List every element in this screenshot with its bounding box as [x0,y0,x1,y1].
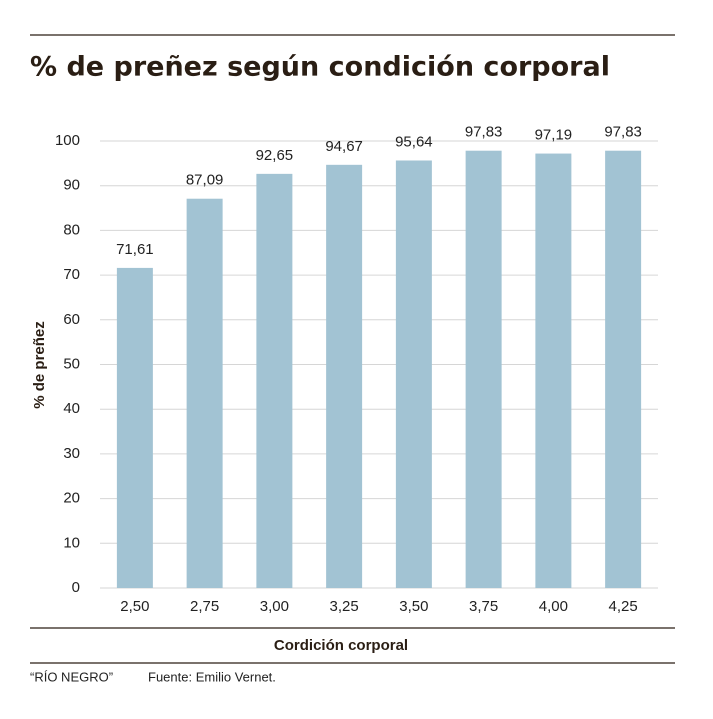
bar [395,160,432,588]
value-label: 94,67 [325,138,363,155]
x-tick-label: 2,75 [190,598,219,615]
value-label: 95,64 [395,133,433,150]
value-label: 97,83 [604,124,642,141]
bar [116,267,153,588]
bar [186,198,223,588]
x-tick-label: 3,75 [469,598,498,615]
value-label: 92,65 [256,147,294,164]
y-tick-label: 0 [72,579,80,596]
y-tick-label: 60 [63,311,80,328]
bar [465,150,502,589]
bar [326,164,363,588]
y-tick-label: 80 [63,221,80,238]
value-label: 87,09 [186,172,224,189]
chart-title: % de preñez según condición corporal [30,52,610,83]
y-tick-label: 30 [63,445,80,462]
credit: “RÍO NEGRO” [30,669,113,684]
x-tick-label: 4,00 [539,598,568,615]
bar [535,153,572,588]
bar [256,173,293,589]
value-label: 97,19 [535,127,573,144]
y-tick-label: 90 [63,177,80,194]
y-tick-label: 50 [63,355,80,372]
x-tick-label: 3,50 [399,598,428,615]
x-tick-label: 3,25 [330,598,359,615]
value-label: 71,61 [116,241,154,258]
y-tick-label: 40 [63,400,80,417]
y-tick-label: 20 [63,490,80,507]
source: Fuente: Emilio Vernet. [148,669,276,684]
x-tick-label: 2,50 [120,598,149,615]
y-axis-title: % de preñez [31,321,48,409]
y-tick-label: 70 [63,266,80,283]
y-tick-label: 10 [63,534,80,551]
value-label: 97,83 [465,124,503,141]
x-tick-label: 4,25 [609,598,638,615]
y-tick-label: 100 [55,132,80,149]
bar [605,150,642,589]
x-tick-label: 3,00 [260,598,289,615]
x-axis-title: Cordición corporal [274,637,408,654]
